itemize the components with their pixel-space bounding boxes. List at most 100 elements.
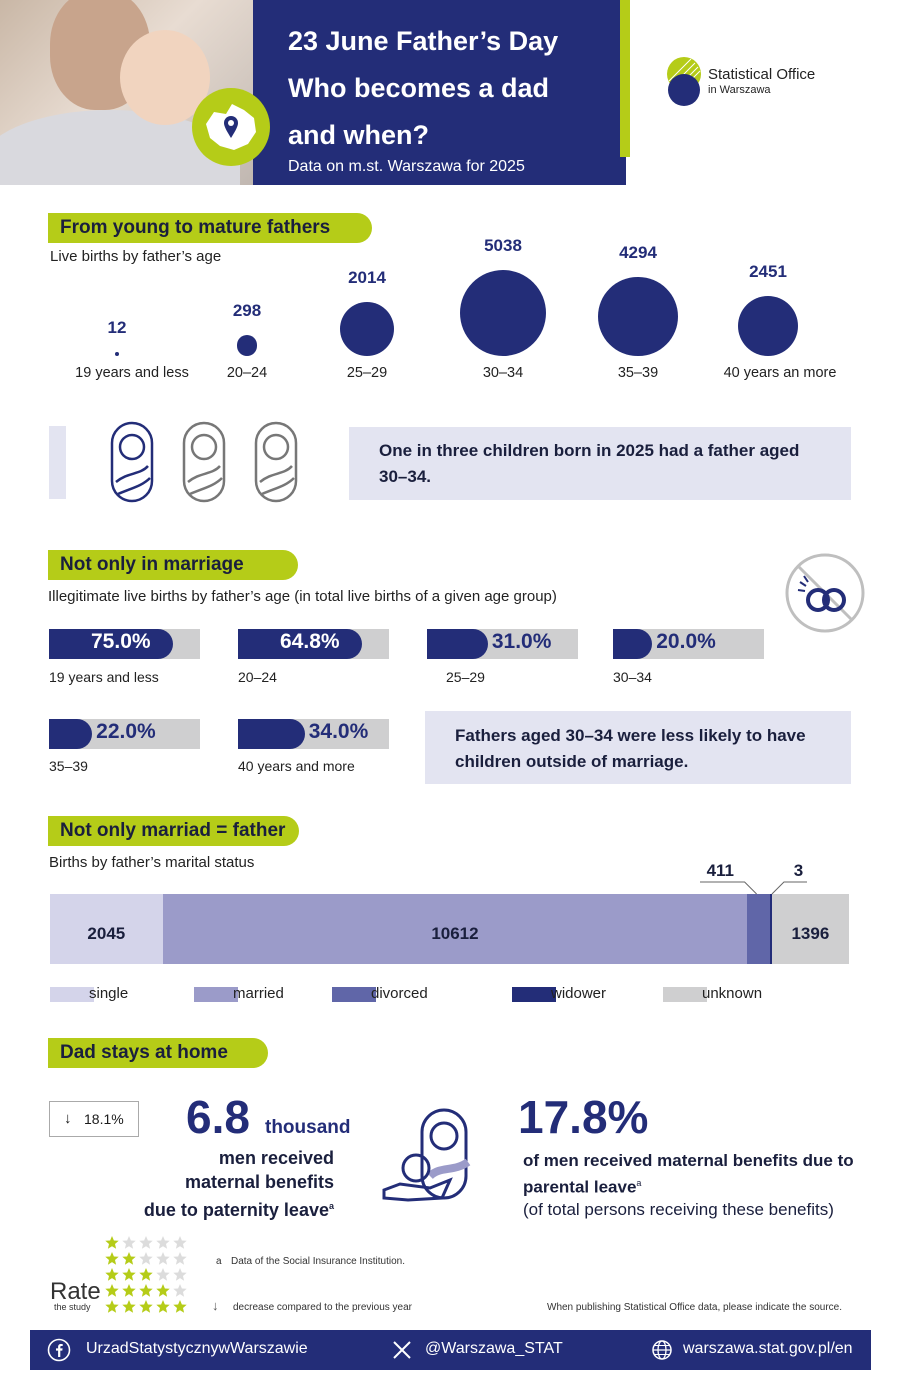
legend-label-3: widower [551, 985, 607, 1002]
bubble-2 [339, 301, 395, 356]
change-badge: ↓ 18.1% [49, 1101, 139, 1137]
facebook-link[interactable]: UrzadStatystycznywWarszawie [86, 1340, 308, 1357]
section-heading-marriage: Not only in marriage [48, 550, 298, 580]
rating-star-icon[interactable] [105, 1236, 119, 1249]
pct-label-1: 20–24 [238, 669, 277, 685]
x-icon[interactable] [392, 1340, 412, 1360]
pct-fill-5 [238, 719, 305, 749]
broken-rings-icon [785, 553, 865, 633]
info-box-marriage [425, 711, 851, 784]
page-subtitle: Data on m.st. Warszawa for 2025 [288, 158, 525, 175]
rating-star-icon[interactable] [156, 1252, 170, 1265]
rating-star-icon[interactable] [139, 1236, 153, 1249]
banner-accent [620, 0, 630, 157]
pct-label-2: 25–29 [446, 669, 485, 685]
bubble-label-2: 25–29 [346, 365, 388, 381]
section-heading-marital-status: Not only marriad = father [48, 816, 299, 846]
legend-swatch-3 [512, 987, 556, 1002]
pct-value-3: 20.0% [656, 630, 716, 653]
pct-value-1: 64.8% [280, 630, 340, 653]
title-line-2: Who becomes a dad [288, 73, 550, 103]
statistical-office-logo [667, 57, 701, 106]
stack-segment-4 [771, 894, 849, 964]
pct-bar-3: 20.0% [613, 629, 764, 659]
rating-star-icon[interactable] [139, 1268, 153, 1281]
rating-star-icon[interactable] [156, 1236, 170, 1249]
pct-fill-2 [427, 629, 488, 659]
source-note: When publishing Statistical Office data,… [547, 1302, 842, 1313]
rating-star-icon[interactable] [156, 1284, 170, 1297]
paternity-desc-line-2: maternal benefits [184, 1172, 334, 1192]
pct-fill-4 [49, 719, 93, 749]
pct-value-2: 31.0% [491, 630, 552, 653]
rating-star-icon[interactable] [139, 1284, 153, 1297]
map-pin-icon [192, 88, 270, 166]
pct-desc-line-1: of men received maternal benefits due to [523, 1151, 854, 1170]
arrow-note: decrease compared to the previous year [233, 1302, 412, 1313]
bubble-label-3: 30–34 [482, 365, 524, 381]
rating-star-icon[interactable] [122, 1284, 136, 1297]
legend-label-4: unknown [702, 985, 763, 1002]
pct-label-3: 30–34 [613, 669, 652, 685]
pct-value-5: 34.0% [308, 720, 369, 743]
legend-label-0: single [89, 985, 129, 1002]
info-bar-left [49, 426, 66, 499]
page-title: 23 June Father’s Day Who becomes a dad a… [288, 18, 618, 159]
rating-star-icon[interactable] [173, 1300, 187, 1313]
bubble-value-4: 4294 [619, 242, 657, 262]
footnote-mark-2: a [636, 1178, 642, 1188]
rating-star-icon[interactable] [105, 1252, 119, 1265]
pct-bar-1: 64.8% [238, 629, 389, 659]
footnote-a-mark: a [216, 1256, 222, 1267]
section-heading-dad-home: Dad stays at home [48, 1038, 268, 1068]
bubble-value-2: 2014 [348, 267, 386, 287]
pct-bar-2: 31.0% [427, 629, 578, 659]
stack-value-4: 1396 [791, 924, 830, 943]
logo-subtext: in Warszawa [708, 84, 771, 96]
legend-swatch-0 [50, 987, 94, 1002]
rating-star-icon[interactable] [173, 1284, 187, 1297]
rating-star-icon[interactable] [105, 1268, 119, 1281]
rating-star-icon[interactable] [122, 1268, 136, 1281]
rating-star-icon[interactable] [105, 1300, 119, 1313]
footer-bar [30, 1330, 871, 1370]
pct-bar-4: 22.0% [49, 719, 200, 749]
rating-star-icon[interactable] [122, 1252, 136, 1265]
pct-fill-0 [49, 629, 173, 659]
bubble-value-0: 12 [107, 317, 127, 337]
rating-star-icon[interactable] [156, 1268, 170, 1281]
stack-value-2: 411 [706, 861, 734, 880]
footnote-a: Data of the Social Insurance Institution… [231, 1256, 405, 1267]
rating-star-icon[interactable] [173, 1252, 187, 1265]
bubble-value-3: 5038 [484, 236, 522, 255]
big-value: 6.8 [186, 1091, 250, 1143]
bubble-0 [114, 351, 120, 356]
rating-stars-icon[interactable] [104, 1235, 188, 1317]
bubble-value-5: 2451 [749, 262, 787, 281]
facebook-icon[interactable] [47, 1338, 71, 1362]
rating-star-icon[interactable] [173, 1268, 187, 1281]
down-arrow-icon: ↓ [64, 1110, 72, 1127]
stack-segment-1 [162, 894, 748, 964]
stack-segment-2 [747, 894, 770, 964]
big-unit: thousand [265, 1117, 351, 1138]
rating-star-icon[interactable] [139, 1252, 153, 1265]
rating-star-icon[interactable] [105, 1284, 119, 1297]
website-link[interactable]: warszawa.stat.gov.pl/en [683, 1340, 853, 1357]
section-sublabel-marital-status: Births by father’s marital status [49, 854, 255, 871]
stack-segment-3 [769, 894, 772, 964]
globe-icon[interactable] [651, 1339, 673, 1361]
legend-swatch-1 [194, 987, 238, 1002]
rating-star-icon[interactable] [139, 1300, 153, 1313]
pct-label-0: 19 years and less [49, 669, 159, 685]
rating-star-icon[interactable] [122, 1300, 136, 1313]
bubble-label-5: 40 years an more [723, 365, 837, 381]
x-link[interactable]: @Warszawa_STAT [425, 1340, 563, 1357]
rate-word[interactable]: Rate [50, 1278, 101, 1305]
rating-star-icon[interactable] [156, 1300, 170, 1313]
section-sublabel-fathers-age: Live births by father’s age [50, 248, 222, 265]
baby-in-hand-icon [382, 1108, 471, 1202]
rating-star-icon[interactable] [122, 1236, 136, 1249]
rating-star-icon[interactable] [173, 1236, 187, 1249]
bubble-4 [598, 276, 678, 356]
